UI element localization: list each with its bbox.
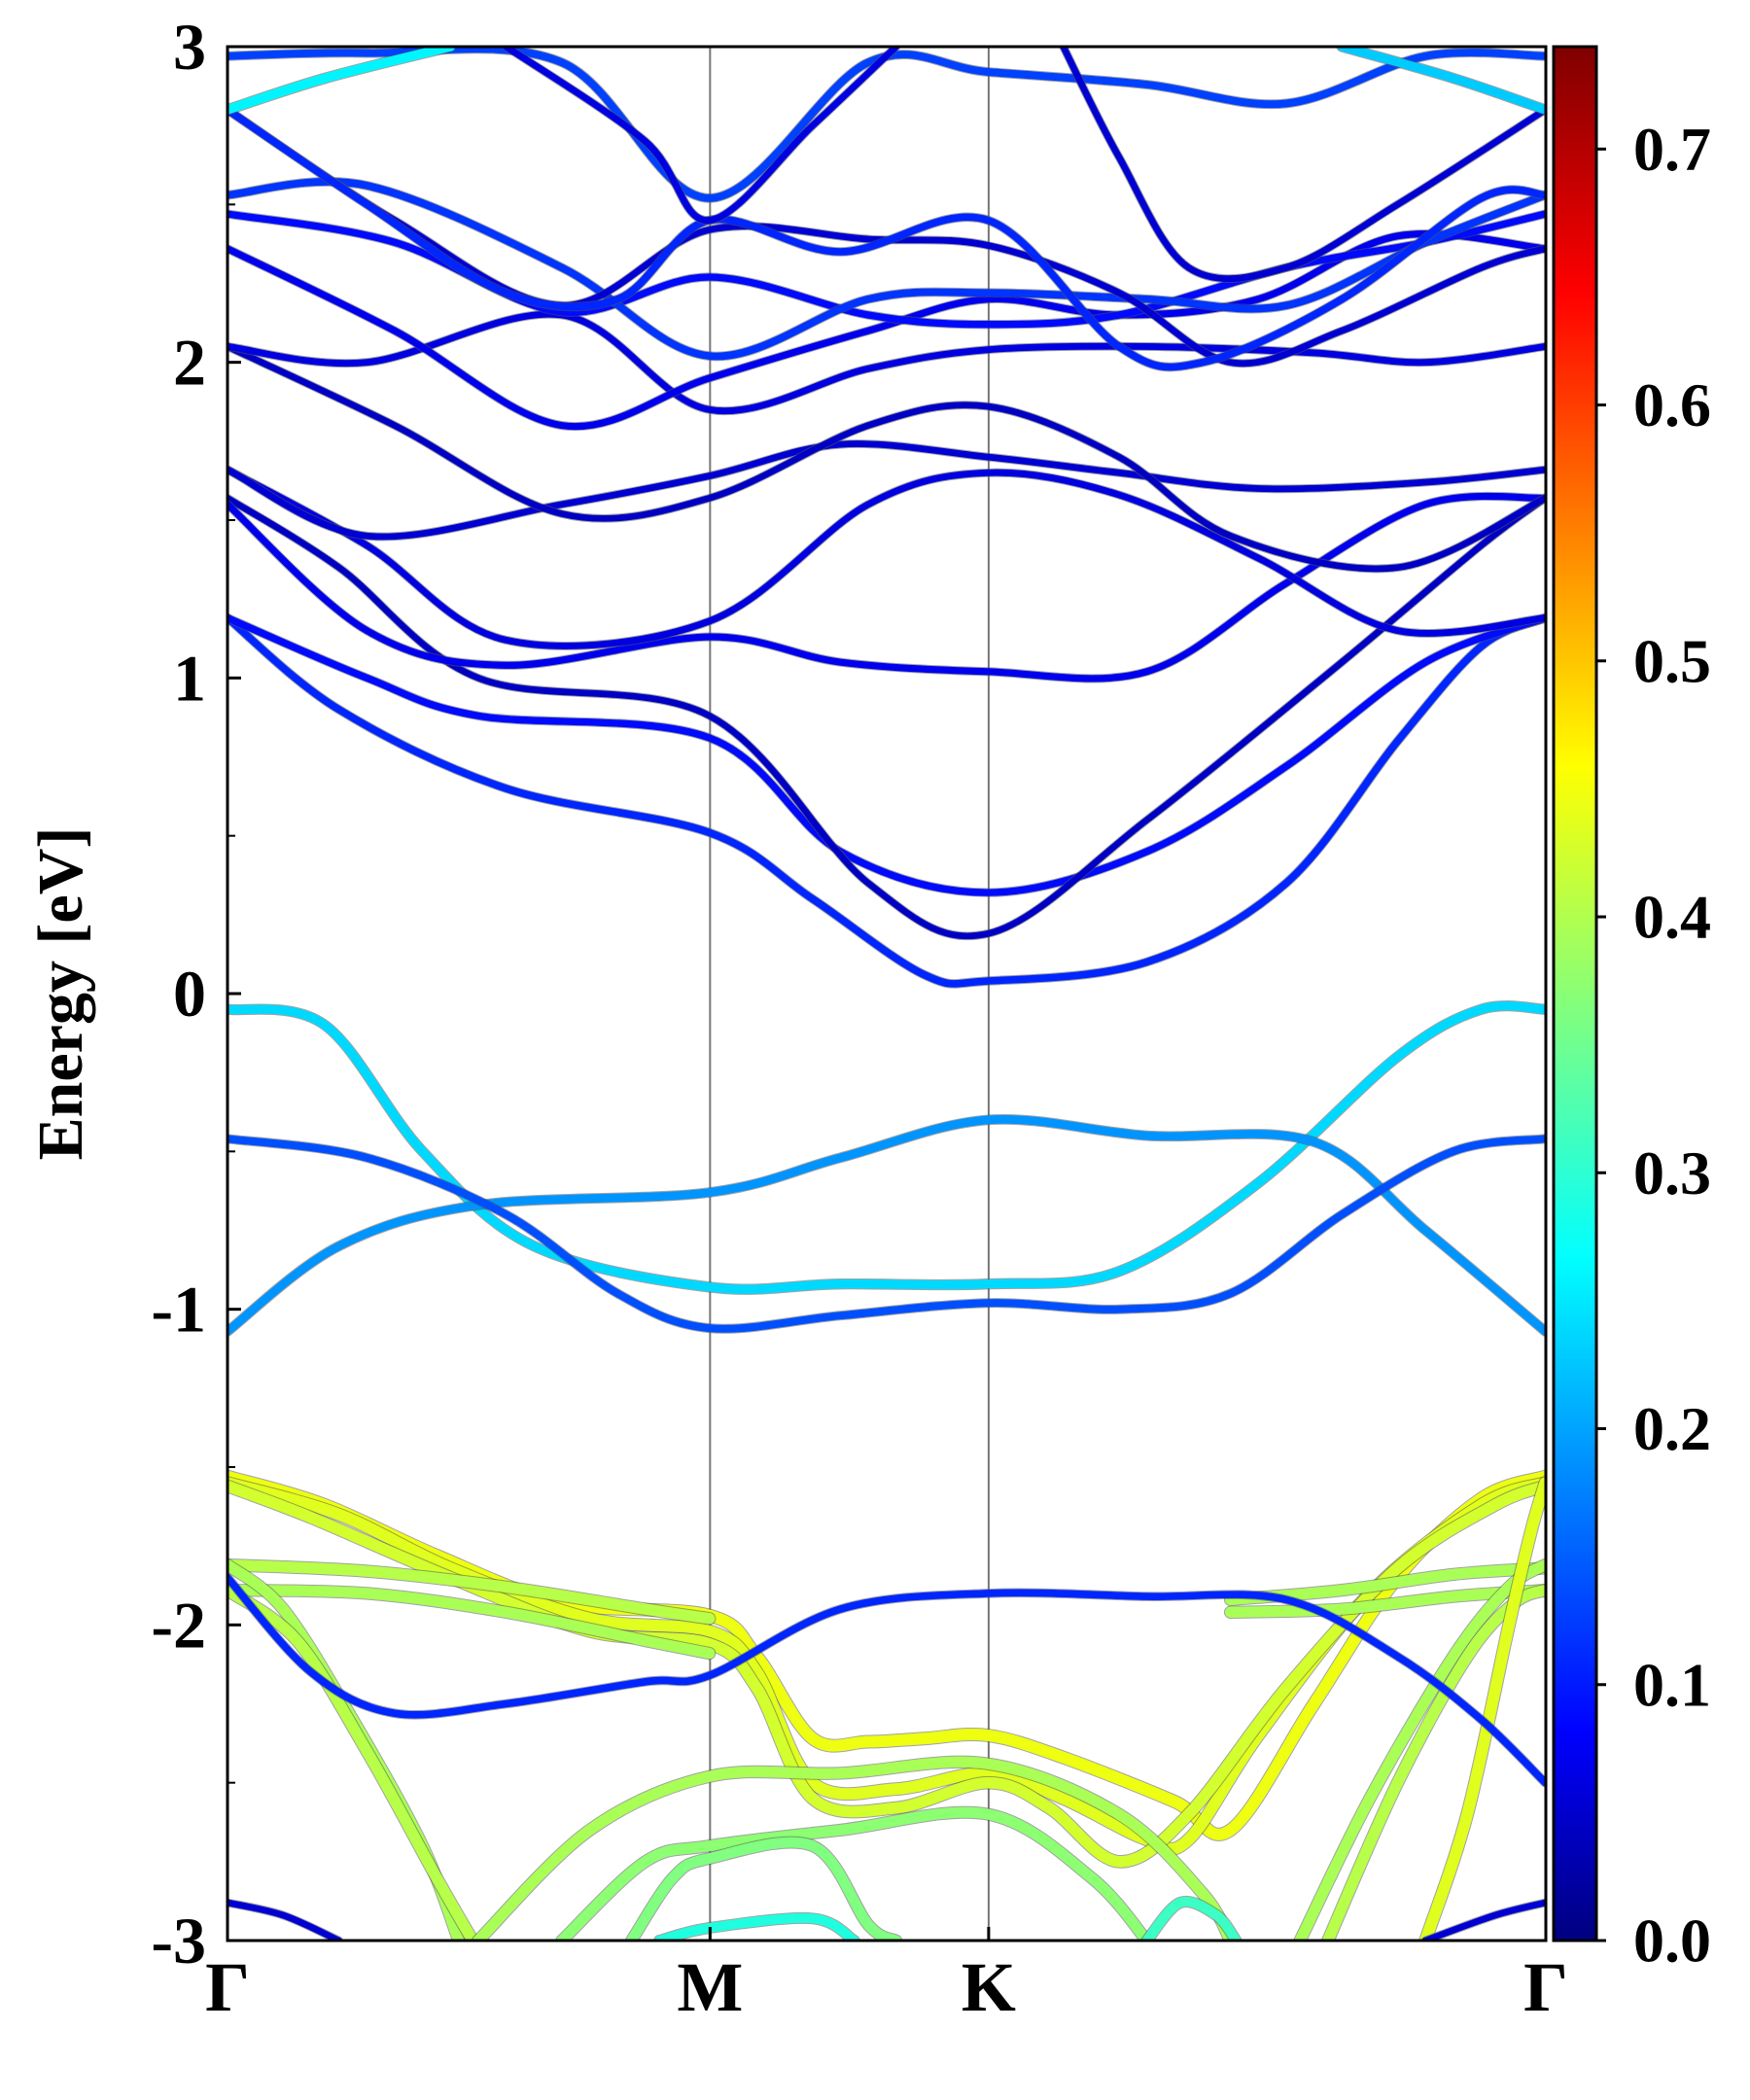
band-valence-deep-4 [654, 1912, 859, 1941]
band-conduction-8 [228, 310, 1546, 415]
band-valence-deep-3 [626, 1837, 902, 1941]
colorbar-tick-label: 0.6 [1633, 370, 1711, 439]
colorbar-tick-label: 0.4 [1633, 883, 1711, 952]
x-tick-label: Γ [205, 1948, 250, 2026]
x-tick-label: M [677, 1948, 743, 2026]
band-valence-flat-1 [228, 1558, 716, 1625]
band-valence-steep-5 [1419, 1477, 1546, 1941]
y-tick-label: 3 [173, 10, 206, 84]
band-valence-lower-1 [228, 1470, 1546, 1840]
band-valence-deep-2 [556, 1806, 1153, 1941]
band-conduction-1 [228, 613, 1546, 988]
band-outline-23 [228, 1134, 1546, 1334]
band-conduction-12 [228, 106, 1546, 368]
band-outline-9 [228, 1583, 479, 1941]
y-tick-label: 1 [173, 641, 206, 715]
y-axis: 3 2 1 0 -1 -2 -3 [151, 10, 241, 1978]
colorbar [1552, 45, 1598, 1942]
y-tick-label: -3 [151, 1904, 206, 1978]
band-conduction-4 [228, 492, 1546, 682]
band-outline-24 [228, 612, 1546, 989]
band-valence-top-1 [228, 1000, 1546, 1294]
band-valence-flat-2 [228, 1584, 716, 1660]
colorbar-tick-label: 0.3 [1633, 1138, 1711, 1208]
band-outline-29 [228, 439, 1546, 542]
band-valence-deep-5 [1141, 1896, 1242, 1941]
colorbar-tick-label: 0.0 [1633, 1907, 1711, 1976]
colorbar-tick-label: 0.2 [1633, 1394, 1711, 1463]
y-tick-label: -2 [151, 1588, 206, 1662]
band-outline-33 [228, 209, 1546, 330]
band-conduction-10 [228, 210, 1546, 329]
band-conduction-7 [228, 343, 1546, 573]
band-valence-top-2 [228, 1115, 1546, 1336]
x-tick-label: K [962, 1948, 1016, 2026]
band-conduction-top-cyan-2 [1337, 47, 1546, 115]
y-tick-label: 0 [173, 957, 206, 1031]
band-conduction-5 [228, 466, 1546, 649]
band-valence-steep-2 [228, 1584, 478, 1941]
band-conduction-14 [228, 47, 1546, 202]
band-lines [228, 47, 1546, 1941]
band-outline-37 [228, 47, 1546, 203]
x-tick-label: Γ [1523, 1948, 1568, 2026]
band-valence-bottom-blue-2 [1421, 1899, 1546, 1941]
colorbar-tick-label: 0.5 [1633, 626, 1711, 695]
band-conduction-2 [228, 613, 1546, 896]
y-tick-label: -1 [151, 1273, 206, 1347]
band-valence-lower-2 [228, 1477, 1546, 1855]
y-tick-label: 2 [173, 326, 206, 400]
band-valence-lower-3 [228, 1480, 1546, 1868]
band-conduction-15 [503, 47, 900, 225]
band-conduction-top-cyan [228, 47, 455, 115]
band-valence-isolated-blue [228, 1573, 1546, 1787]
band-conduction-13 [228, 106, 1546, 371]
colorbar-ticks: 0.0 0.1 0.2 0.3 0.4 0.5 0.6 0.7 [1596, 115, 1711, 1976]
band-conduction-11 [228, 178, 1546, 361]
band-conduction-16 [1060, 47, 1546, 283]
colorbar-tick-label: 0.1 [1633, 1650, 1711, 1719]
band-valence-bottom-blue-1 [228, 1899, 342, 1941]
band-valence-deep-1 [472, 1756, 1237, 1941]
colorbar-tick-label: 0.7 [1633, 115, 1711, 184]
band-valence-top-3 [228, 1135, 1546, 1333]
y-axis-label: Energy [eV] [25, 827, 96, 1161]
band-conduction-6 [228, 440, 1546, 541]
band-conduction-3 [228, 494, 1546, 940]
